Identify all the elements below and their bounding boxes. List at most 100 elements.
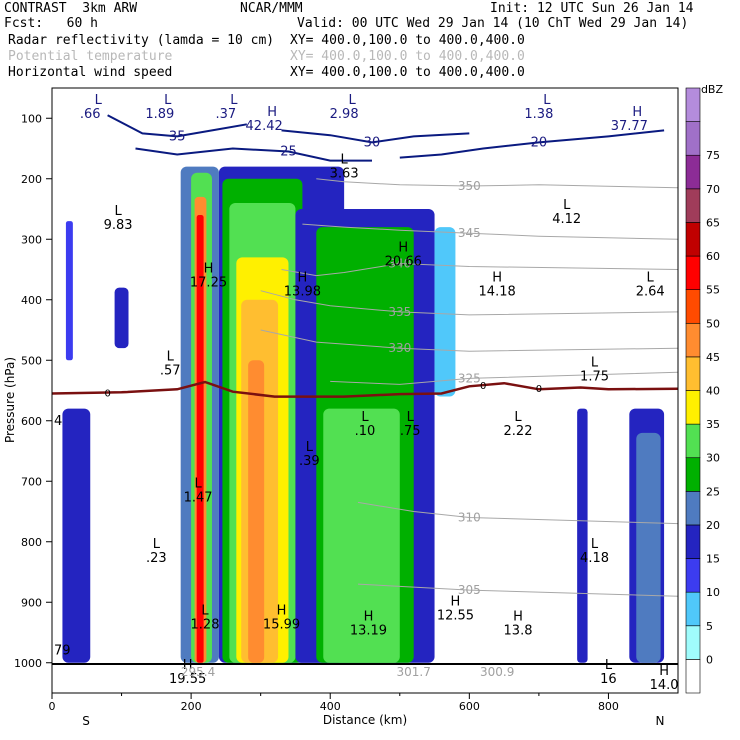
colorbar-swatch-4 (685, 524, 701, 559)
extremum-marker-15: L (153, 537, 161, 552)
colorbar-label-75: 75 (706, 149, 720, 162)
colorbar-label-10: 10 (706, 586, 720, 599)
freezing-level-label-1: 0 (480, 381, 486, 392)
extremum-marker-0: L (114, 204, 122, 219)
extremum-value-8: .57 (160, 363, 181, 378)
extremum-value-10: .10 (355, 424, 376, 439)
theta-label-335: 335 (388, 305, 411, 319)
colorbar-label-60: 60 (706, 250, 720, 263)
theta-label-350: 350 (458, 179, 481, 193)
freezing-level-label-0: 0 (104, 388, 110, 399)
extremum-marker-1: L (341, 153, 349, 168)
colorbar-label-45: 45 (706, 351, 720, 364)
freezing-level-label-2: 0 (536, 384, 542, 395)
theta-label-345: 345 (458, 226, 481, 240)
theta-contours: 350 345 340 335 330 325 310 305 (260, 178, 678, 597)
extremum-value-3: 17.25 (190, 276, 227, 291)
y-tick-label-700: 700 (21, 475, 42, 488)
top-marker-3: L (349, 93, 357, 108)
extremum-marker-7: L (647, 271, 655, 286)
reflectivity-cell-15 (323, 408, 400, 663)
theta-label-325: 325 (458, 371, 481, 385)
extremum-marker-23: L (605, 658, 613, 673)
theta-contour-310 (357, 501, 678, 525)
reflectivity-cells (62, 166, 665, 663)
extremum-marker-12: L (514, 410, 522, 425)
y-tick-label-800: 800 (21, 536, 42, 549)
extremum-value-7: 2.64 (636, 285, 665, 300)
y-tick-label-100: 100 (21, 112, 42, 125)
colorbar-label-50: 50 (706, 317, 720, 330)
extremum-marker-5: H (398, 240, 408, 255)
field-wind-xy: XY= 400.0,100.0 to 400.0,400.0 (290, 65, 525, 80)
colorbar-label-0: 0 (706, 653, 713, 666)
x-tick-label-800: 800 (598, 700, 619, 713)
top-value-3: 2.98 (330, 107, 359, 122)
colorbar-swatch-11 (685, 289, 701, 324)
colorbar-swatch-6 (685, 457, 701, 492)
colorbar-swatch-0 (685, 659, 701, 694)
theta-contour-305 (357, 583, 678, 597)
extremum-value-4: 13.98 (284, 285, 321, 300)
plot-frame (51, 87, 679, 694)
extremum-marker-19: H (364, 609, 374, 624)
x-tick-label-0: 0 (49, 700, 56, 713)
extremum-value-11: .75 (400, 424, 421, 439)
extremum-value-0: 9.83 (104, 218, 133, 233)
colorbar-label-35: 35 (706, 418, 720, 431)
extremum-marker-8: L (167, 349, 175, 364)
extremum-value-20: 12.55 (437, 608, 474, 623)
colorbar-label-20: 20 (706, 519, 720, 532)
wind-label-20: 20 (531, 135, 548, 150)
theta-contour-340 (281, 262, 678, 277)
colorbar-swatch-5 (685, 491, 701, 526)
colorbar-label-30: 30 (706, 452, 720, 465)
y-tick-label-500: 500 (21, 354, 42, 367)
top-marker-5: H (267, 105, 277, 120)
x-tick-label-600: 600 (459, 700, 480, 713)
top-marker-4: L (543, 93, 551, 108)
reflectivity-cell-19 (636, 432, 661, 663)
colorbar-label-65: 65 (706, 216, 720, 229)
reflectivity-cell-12 (248, 360, 265, 663)
extremum-value-5: 20.66 (385, 254, 422, 269)
colorbar-swatch-7 (685, 423, 701, 459)
top-marker-1: L (164, 93, 172, 108)
field-theta-xy: XY= 400.0,100.0 to 400.0,400.0 (290, 49, 525, 64)
field-reflectivity: Radar reflectivity (lamda = 10 cm) (8, 33, 275, 48)
y-tick-label-1000: 1000 (14, 657, 42, 670)
top-marker-2: L (230, 93, 238, 108)
extremum-marker-18: H (277, 603, 287, 618)
extremum-value-1: 3.63 (330, 167, 359, 182)
colorbar-label-70: 70 (706, 183, 720, 196)
extremum-marker-10: L (361, 410, 369, 425)
theta-contour-325 (330, 371, 678, 385)
colorbar: 0 5 10 15 20 25 30 35 40 45 50 55 60 65 70 75 (685, 87, 720, 694)
extremum-marker-11: L (407, 410, 415, 425)
top-value-2: .37 (216, 107, 237, 122)
theta-contour-350 (316, 178, 678, 189)
theta-label-330: 330 (388, 341, 411, 355)
extremum-value-15: .23 (146, 551, 167, 566)
extremum-value-21: 13.8 (504, 623, 533, 638)
colorbar-swatch-12 (685, 255, 701, 290)
y-tick-label-400: 400 (21, 294, 42, 307)
reflectivity-cell-16 (434, 227, 456, 397)
y-tick-label-200: 200 (21, 173, 42, 186)
colorbar-label-40: 40 (706, 385, 720, 398)
colorbar-label-55: 55 (706, 284, 720, 297)
x-tick-label-400: 400 (320, 700, 341, 713)
x-end-label-north: N (656, 714, 665, 728)
wind-contour-20 (399, 129, 665, 159)
extremum-marker-4: H (298, 271, 308, 286)
extremum-value-17: 1.28 (191, 617, 220, 632)
wind-label-25: 25 (280, 145, 297, 160)
y-tick-label-600: 600 (21, 415, 42, 428)
field-wind: Horizontal wind speed (8, 65, 173, 80)
y-tick-label-900: 900 (21, 596, 42, 609)
field-reflectivity-xy: XY= 400.0,100.0 to 400.0,400.0 (290, 33, 525, 48)
colorbar-swatch-8 (685, 390, 701, 425)
x-tick-label-200: 200 (181, 700, 202, 713)
top-value-5: 42.42 (246, 119, 283, 134)
